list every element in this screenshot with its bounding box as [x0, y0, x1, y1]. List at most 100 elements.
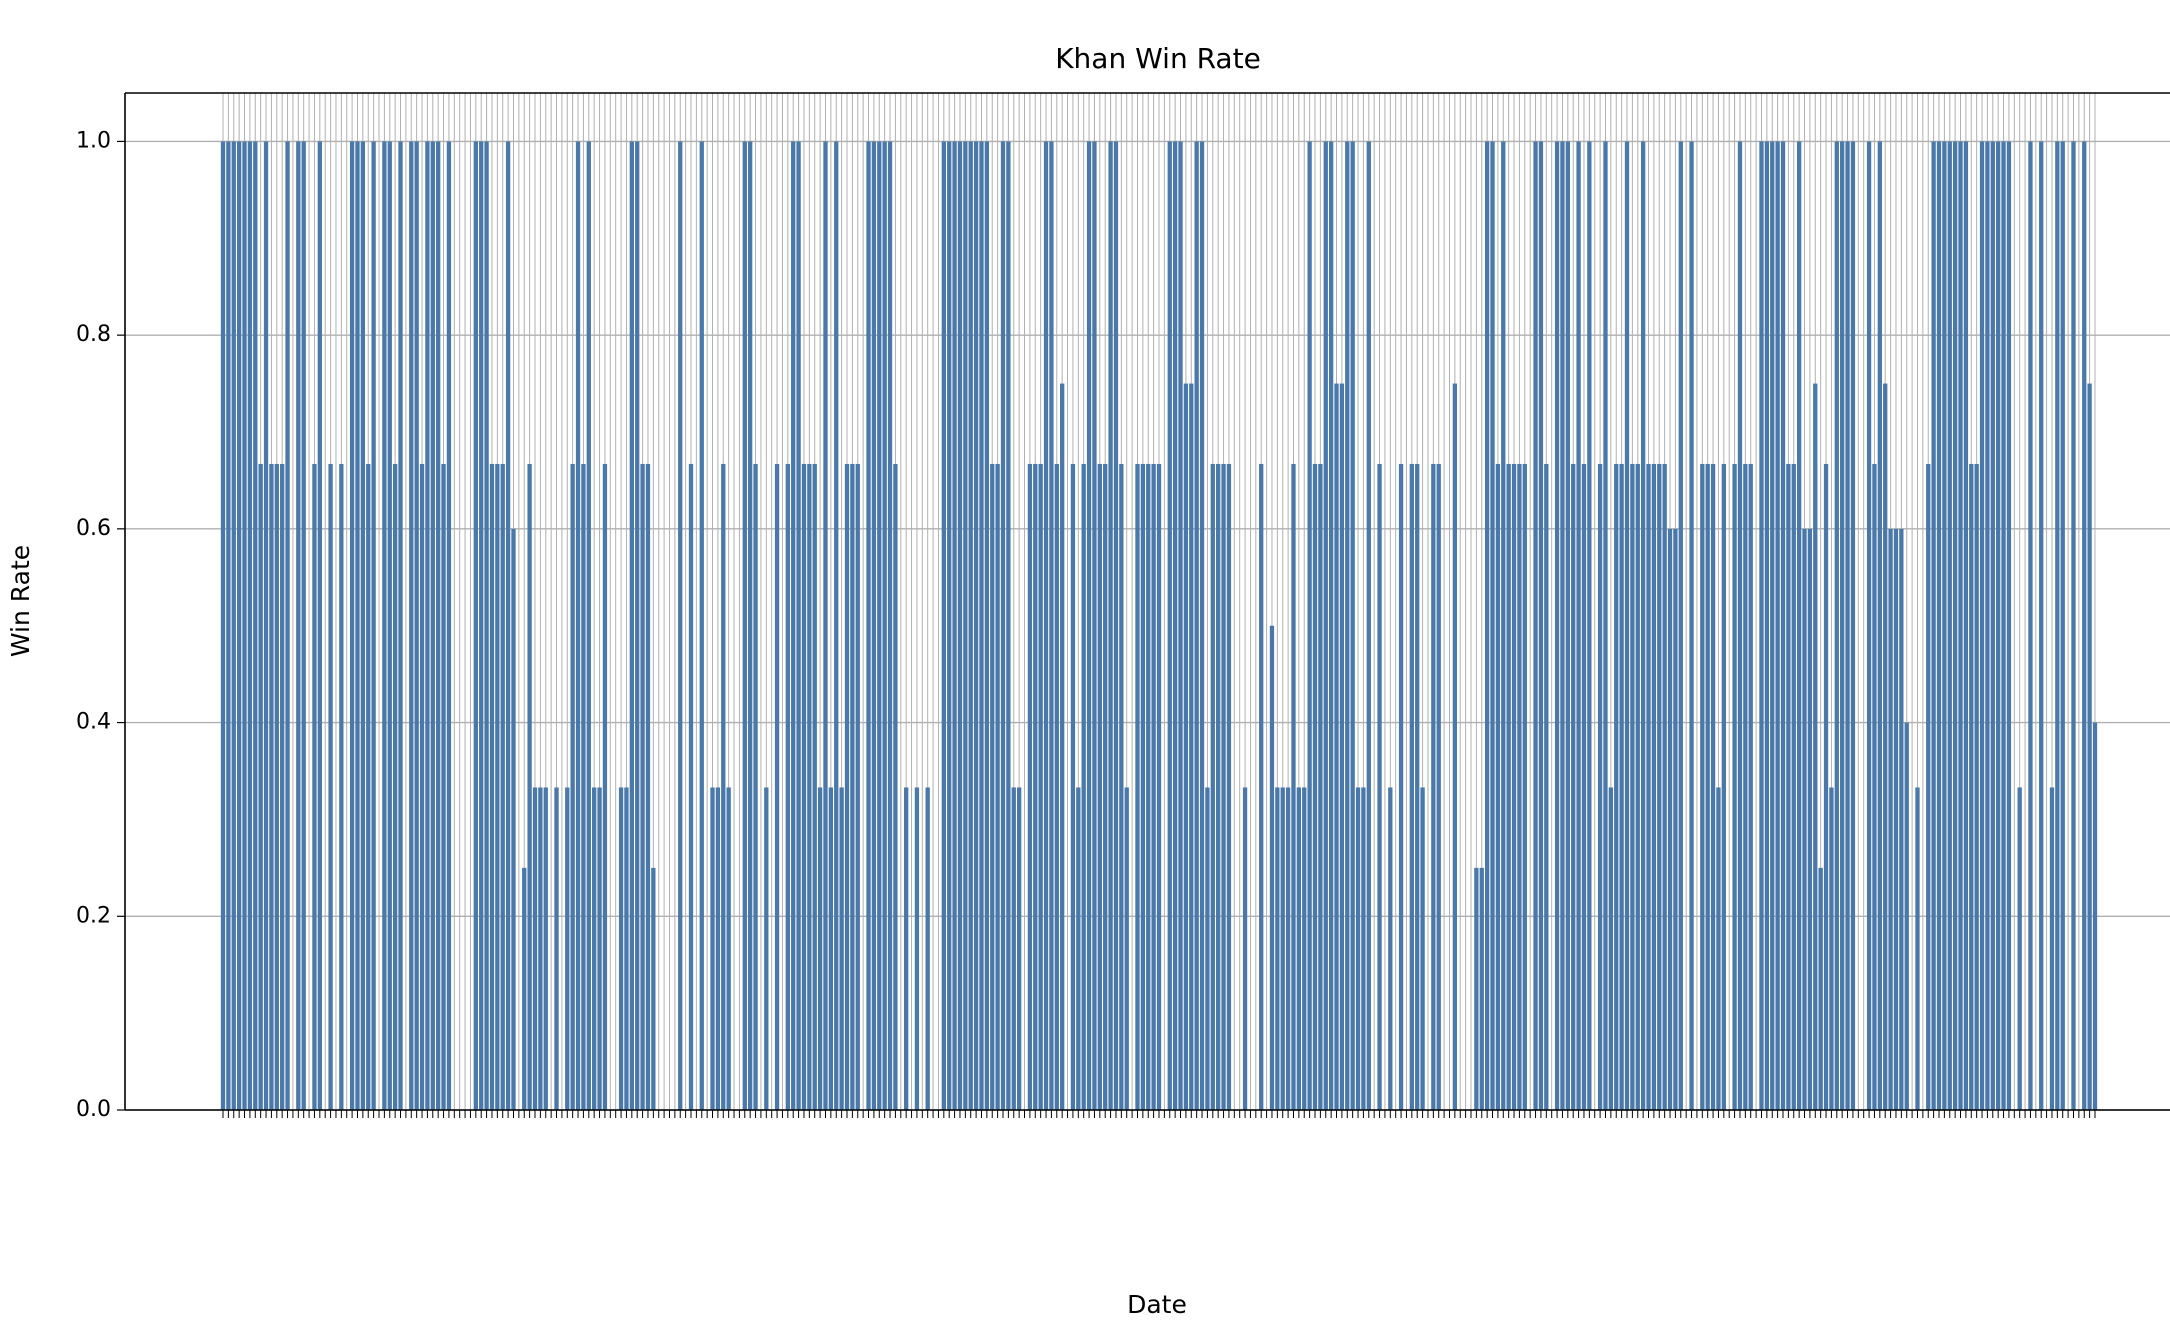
y-tick-label: 0.6: [76, 516, 111, 541]
bar: [1721, 463, 1726, 1110]
bar: [1958, 141, 1963, 1110]
bar: [748, 141, 753, 1110]
bar: [990, 463, 995, 1110]
bar: [441, 463, 446, 1110]
bar: [1183, 383, 1189, 1111]
bar: [1221, 463, 1226, 1110]
bar: [1737, 141, 1743, 1110]
bar: [1366, 141, 1371, 1110]
bar: [1431, 463, 1436, 1110]
bar: [968, 141, 973, 1110]
bar: [1275, 787, 1280, 1110]
bar: [1689, 141, 1694, 1110]
bar: [430, 141, 435, 1110]
bar: [1877, 141, 1882, 1110]
bar: [1409, 463, 1414, 1110]
bar: [1780, 141, 1786, 1110]
bar: [742, 141, 747, 1110]
bar: [893, 463, 898, 1110]
bar: [1156, 463, 1162, 1110]
bar: [850, 463, 855, 1110]
bar: [360, 141, 366, 1110]
bar: [2055, 141, 2060, 1110]
bar: [387, 141, 392, 1110]
bar: [1189, 383, 1194, 1111]
bar: [1199, 141, 1205, 1110]
bar: [1415, 463, 1420, 1110]
bar: [828, 787, 834, 1110]
chart-title: Khan Win Rate: [1055, 42, 1261, 75]
bar: [1060, 383, 1065, 1111]
bar: [801, 463, 807, 1110]
bar: [220, 141, 226, 1110]
bar: [296, 141, 301, 1110]
bar: [618, 787, 624, 1110]
bar: [1011, 787, 1016, 1110]
bar: [1016, 787, 1022, 1110]
bar: [1963, 141, 1969, 1110]
bar: [489, 463, 495, 1110]
bar: [1996, 141, 2001, 1110]
bar: [527, 463, 532, 1110]
bar: [328, 463, 333, 1110]
bar: [1103, 463, 1108, 1110]
bar: [1086, 141, 1092, 1110]
bar: [479, 141, 484, 1110]
bar: [651, 867, 656, 1110]
bar: [855, 463, 860, 1110]
bar: [258, 463, 263, 1110]
bar: [1931, 141, 1936, 1110]
bar: [554, 787, 559, 1110]
bar: [1097, 463, 1102, 1110]
bar: [640, 463, 645, 1110]
bar: [592, 787, 597, 1110]
bar: [1662, 463, 1667, 1110]
bar: [484, 141, 489, 1110]
bar: [398, 141, 403, 1110]
bar: [2049, 787, 2055, 1110]
bar: [446, 141, 452, 1110]
bar: [812, 463, 817, 1110]
bar: [1705, 463, 1710, 1110]
bar: [436, 141, 441, 1110]
y-tick-label: 0.0: [76, 1097, 111, 1122]
bar: [1339, 383, 1345, 1111]
bar: [904, 787, 909, 1110]
bar: [1646, 463, 1651, 1110]
bar: [1581, 463, 1587, 1110]
bar: [1140, 463, 1146, 1110]
bar: [473, 141, 478, 1110]
y-tick-label: 0.8: [76, 322, 111, 347]
bar: [1619, 463, 1624, 1110]
bar: [1893, 528, 1899, 1110]
bar: [2092, 722, 2098, 1110]
bar: [355, 141, 360, 1110]
bar: [581, 463, 586, 1110]
bar: [1899, 528, 1904, 1110]
bar: [2087, 383, 2092, 1111]
bar: [371, 141, 376, 1110]
bar: [1635, 463, 1640, 1110]
bar: [1269, 625, 1275, 1110]
bar: [226, 141, 231, 1110]
bar: [1748, 463, 1753, 1110]
bar: [807, 463, 812, 1110]
bar: [1398, 463, 1404, 1110]
bar: [1318, 463, 1323, 1110]
bar: [532, 787, 538, 1110]
bar: [1323, 141, 1328, 1110]
bar: [1640, 141, 1646, 1110]
bar: [699, 141, 704, 1110]
y-tick-label: 0.2: [76, 903, 111, 928]
bar: [247, 141, 253, 1110]
bar: [1985, 141, 1990, 1110]
bar: [409, 141, 414, 1110]
bar: [1796, 141, 1802, 1110]
bar: [2060, 141, 2065, 1110]
bar: [274, 463, 279, 1110]
bar: [1657, 463, 1662, 1110]
bar: [1560, 141, 1565, 1110]
bar: [570, 463, 575, 1110]
bar: [1484, 141, 1490, 1110]
